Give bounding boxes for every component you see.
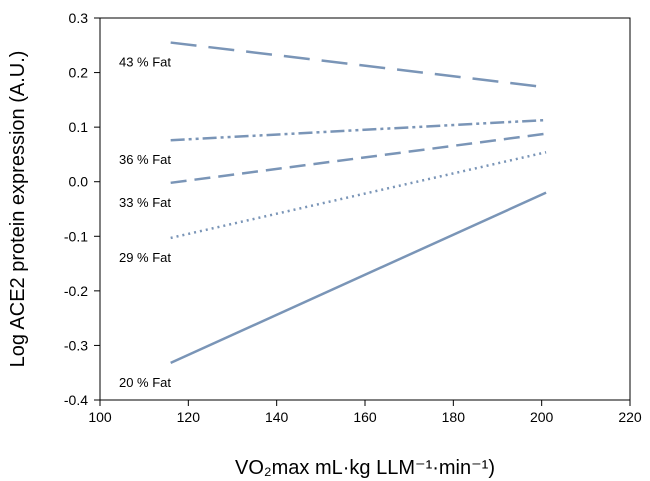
series-label: 33 % Fat	[119, 195, 171, 210]
y-tick-label: 0.1	[69, 119, 89, 135]
y-axis-title: Log ACE2 protein expression (A.U.)	[7, 51, 29, 368]
series-line	[170, 191, 547, 365]
x-tick-label: 100	[88, 409, 112, 425]
y-tick-label: 0.0	[69, 174, 89, 190]
x-axis-title: VO₂max mL·kg LLM⁻¹·min⁻¹)	[235, 457, 495, 479]
x-tick-label: 200	[530, 409, 554, 425]
series-lines	[170, 41, 547, 365]
y-tick-label: 0.3	[69, 10, 89, 26]
series-line	[170, 41, 547, 89]
y-tick-label: 0.2	[69, 65, 89, 81]
x-tick-label: 140	[265, 409, 289, 425]
series-labels: 43 % Fat 36 % Fat 33 % Fat 29 % Fat 20 % Fat	[119, 55, 171, 390]
x-tick-label: 160	[353, 409, 377, 425]
y-tick-label: -0.4	[64, 392, 88, 408]
series-line	[170, 151, 547, 240]
y-tick-label: -0.1	[64, 228, 88, 244]
y-tick-label: -0.3	[64, 337, 88, 353]
series-line	[170, 118, 547, 142]
axis-ticks: 100 120 140 160 180 200 220 -0.4 -0.3 -0.2 -0.1 0.0…	[64, 10, 642, 425]
series-label: 20 % Fat	[119, 375, 171, 390]
series-line	[170, 132, 547, 185]
x-tick-label: 220	[618, 409, 642, 425]
series-label: 36 % Fat	[119, 152, 171, 167]
plot-frame	[99, 17, 631, 401]
x-tick-label: 180	[442, 409, 466, 425]
series-label: 29 % Fat	[119, 250, 171, 265]
y-tick-label: -0.2	[64, 283, 88, 299]
series-label: 43 % Fat	[119, 55, 171, 70]
x-tick-label: 120	[177, 409, 201, 425]
